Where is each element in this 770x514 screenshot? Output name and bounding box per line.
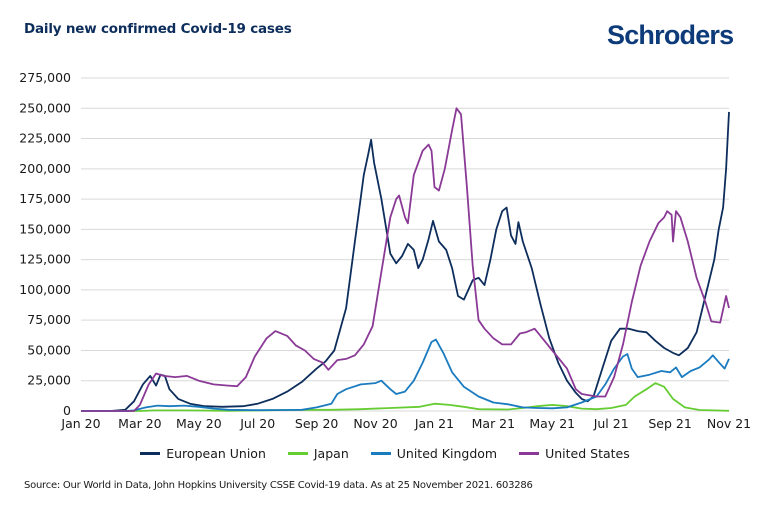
- x-tick-label: Jan 20: [60, 416, 100, 431]
- legend-item: United Kingdom: [370, 446, 498, 461]
- series-lines: [81, 107, 730, 412]
- legend-swatch: [519, 452, 540, 455]
- x-tick-label: Jan 21: [414, 416, 454, 431]
- y-tick-label: 100,000: [19, 282, 71, 297]
- grid-lines: [81, 77, 729, 412]
- x-tick-label: Jul 20: [239, 416, 275, 431]
- x-tick-label: Sep 21: [648, 416, 691, 431]
- x-tick-label: Nov 21: [707, 416, 751, 431]
- y-tick-label: 0: [63, 403, 71, 418]
- legend-item: European Union: [140, 446, 266, 461]
- series-line-united-kingdom: [81, 338, 730, 412]
- series-line-japan: [81, 382, 730, 412]
- series-line-united-states: [81, 107, 730, 412]
- legend-swatch: [370, 452, 391, 455]
- y-tick-label: 200,000: [19, 161, 71, 176]
- legend-swatch: [287, 452, 308, 455]
- y-tick-label: 75,000: [27, 312, 71, 327]
- x-tick-label: Sep 20: [295, 416, 338, 431]
- x-tick-label: May 21: [529, 416, 575, 431]
- legend-swatch: [140, 452, 161, 455]
- legend-label: European Union: [166, 446, 266, 461]
- legend-label: Japan: [313, 446, 349, 461]
- legend-item: Japan: [287, 446, 349, 461]
- y-tick-label: 150,000: [19, 221, 71, 236]
- y-tick-label: 275,000: [19, 70, 71, 85]
- x-tick-label: Mar 20: [118, 416, 162, 431]
- y-axis-ticks: 0 25,000 50,000 75,000 100,000 125,000 150,000…: [19, 70, 71, 418]
- legend: European Union Japan United Kingdom Unit…: [0, 446, 770, 461]
- x-tick-label: Mar 21: [472, 416, 515, 431]
- line-chart: 0 25,000 50,000 75,000 100,000 125,000 150,000…: [19, 70, 751, 431]
- source-note: Source: Our World in Data, John Hopkins …: [24, 480, 533, 491]
- x-tick-label: Nov 20: [353, 416, 397, 431]
- series-line-european-union: [81, 111, 730, 412]
- x-axis-ticks: Jan 20 Mar 20 May 20 Jul 20 Sep 20 Nov 20 Jan …: [60, 416, 751, 431]
- y-tick-label: 225,000: [19, 131, 71, 146]
- x-tick-label: Jul 21: [593, 416, 629, 431]
- legend-label: United Kingdom: [396, 446, 498, 461]
- y-tick-label: 175,000: [19, 191, 71, 206]
- y-tick-label: 50,000: [27, 342, 71, 357]
- chart-title: Daily new confirmed Covid-19 cases: [24, 21, 292, 37]
- y-tick-label: 250,000: [19, 100, 71, 115]
- legend-label: United States: [545, 446, 630, 461]
- x-tick-label: May 20: [176, 416, 222, 431]
- y-tick-label: 25,000: [27, 373, 71, 388]
- brand-logo: Schroders: [607, 20, 734, 50]
- legend-item: United States: [519, 446, 630, 461]
- y-tick-label: 125,000: [19, 252, 71, 267]
